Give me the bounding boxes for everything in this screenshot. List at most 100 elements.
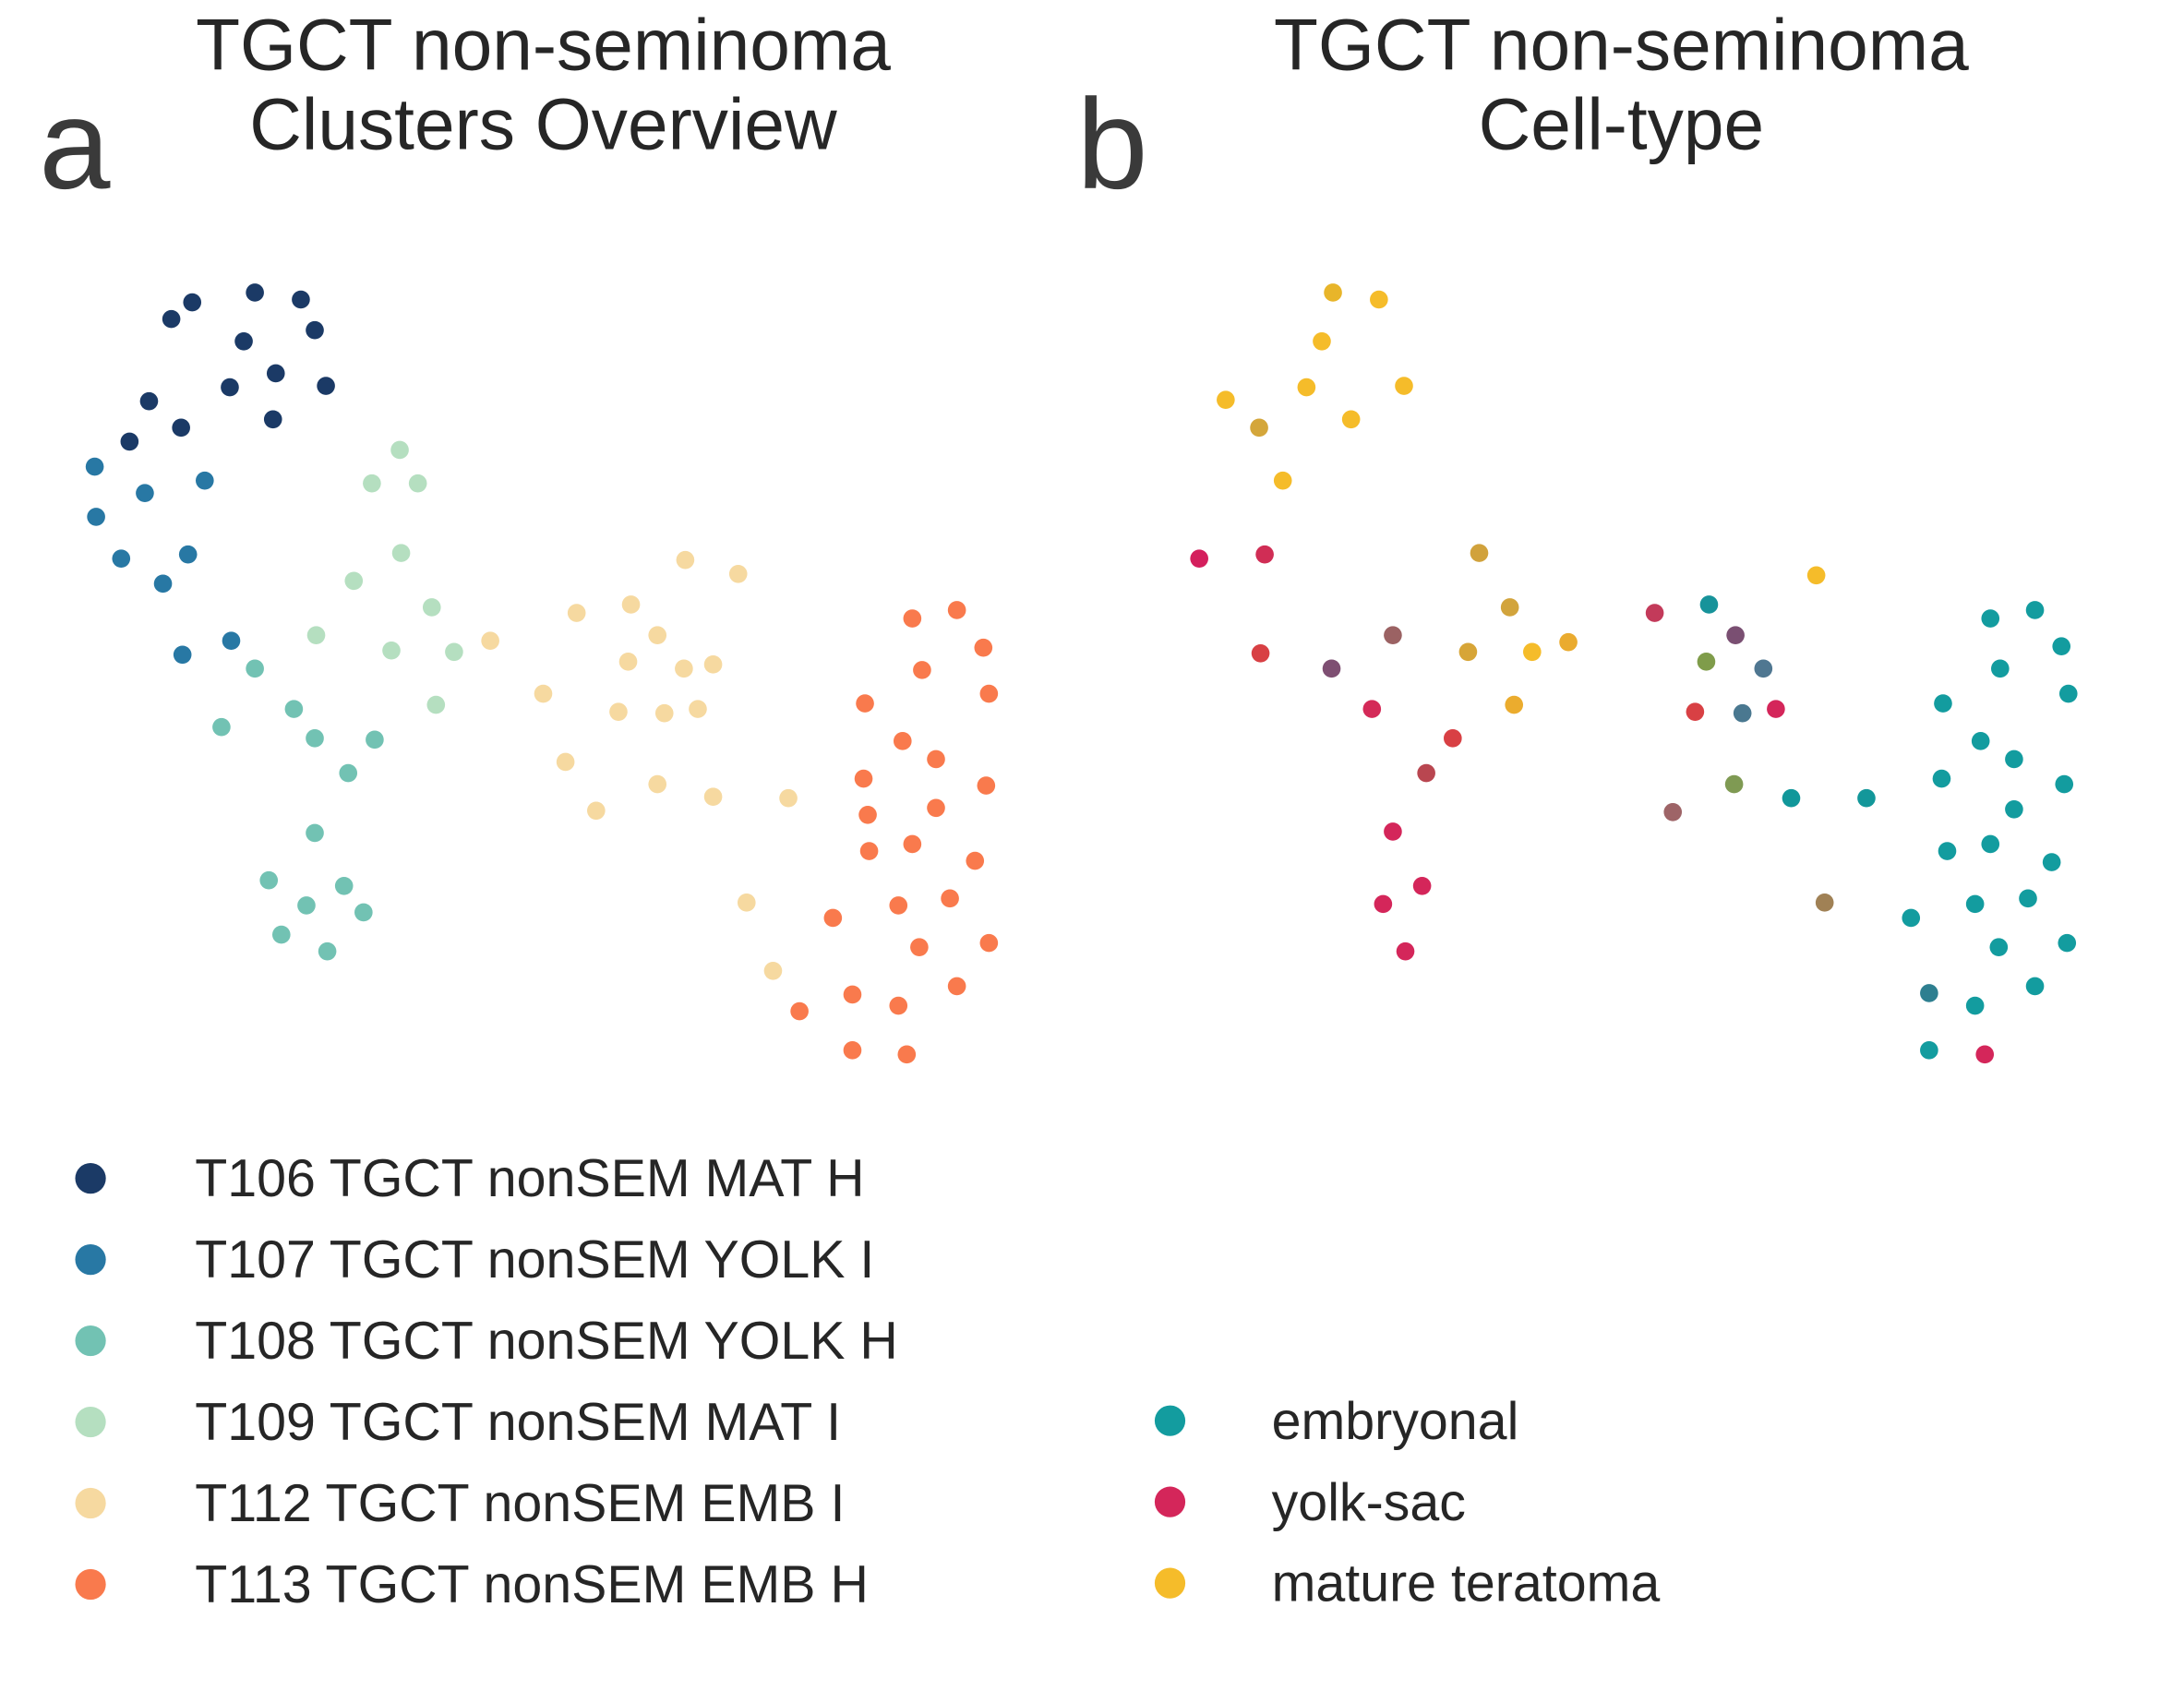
point [703,787,723,806]
point [259,870,279,890]
point [1324,283,1342,302]
point [648,626,667,644]
point [858,805,877,824]
point [2058,684,2078,703]
point [587,801,606,821]
point [903,609,922,628]
point [1932,769,1951,788]
point [1726,626,1745,644]
point [1920,1041,1938,1060]
point [737,893,756,912]
point [178,545,198,564]
point [234,331,253,351]
point [1505,695,1524,714]
point [318,941,337,961]
point [1250,418,1268,438]
point [676,550,695,570]
point [2005,750,2023,769]
legend-marker [75,1163,106,1194]
point [85,457,104,476]
panel-label: a [39,73,111,216]
point [621,595,641,614]
point [1806,566,1826,585]
point [1523,642,1542,662]
point [941,889,959,908]
legend-label: T112 TGCT nonSEM EMB I [195,1474,845,1533]
point [947,601,966,619]
point [196,471,214,490]
point [1313,331,1331,351]
point [382,641,401,660]
point [1699,595,1719,614]
point [1857,788,1876,808]
point [897,1045,917,1064]
point [120,432,139,451]
point [609,702,628,721]
chart-title: TGCT non-seminoma [1274,5,1969,86]
point [1217,390,1235,409]
point [1251,643,1270,663]
point [1965,996,1985,1015]
point [859,842,879,860]
point [445,642,463,662]
point [2025,601,2045,619]
point [1754,659,1773,678]
point [893,732,912,750]
point [1686,702,1705,721]
point [284,700,304,718]
point [1733,703,1752,723]
point [843,1041,862,1060]
chart-title: Clusters Overview [249,84,837,165]
point [426,695,446,714]
point [728,564,748,583]
point [1412,876,1432,895]
point [1374,894,1393,914]
point [556,752,575,772]
point [2005,799,2023,819]
point [1981,834,2000,854]
point [1938,842,1957,860]
point [306,729,324,748]
point [246,659,264,678]
point [1975,1045,1995,1064]
point [2042,853,2061,871]
point [1663,802,1683,822]
point [1920,984,1938,1002]
point [481,631,499,650]
point [1697,653,1716,671]
point [2055,774,2074,794]
point [903,834,922,854]
point [1273,471,1292,490]
point [2058,933,2077,953]
point [1458,642,1478,662]
point [139,391,159,411]
legend-label: mature teratoma [1272,1554,1661,1613]
point [2052,637,2071,656]
point [1934,694,1952,713]
point [1444,729,1462,748]
point [112,549,131,568]
legend-marker [1154,1486,1186,1517]
point [1500,598,1519,617]
point [1559,632,1578,652]
point [183,293,202,312]
point [162,309,181,329]
point [1981,609,2000,628]
point [823,908,843,928]
point [306,626,326,644]
point [1396,941,1415,961]
point [947,977,966,996]
point [317,377,335,395]
point [1902,908,1921,928]
point [534,684,553,703]
point [974,638,993,657]
point [153,574,173,594]
point [354,903,373,922]
point [889,996,908,1015]
point [1724,774,1744,794]
point [979,933,999,953]
legend-label: yolk-sac [1272,1473,1466,1532]
legend-marker [75,1487,106,1519]
point [1395,377,1413,395]
